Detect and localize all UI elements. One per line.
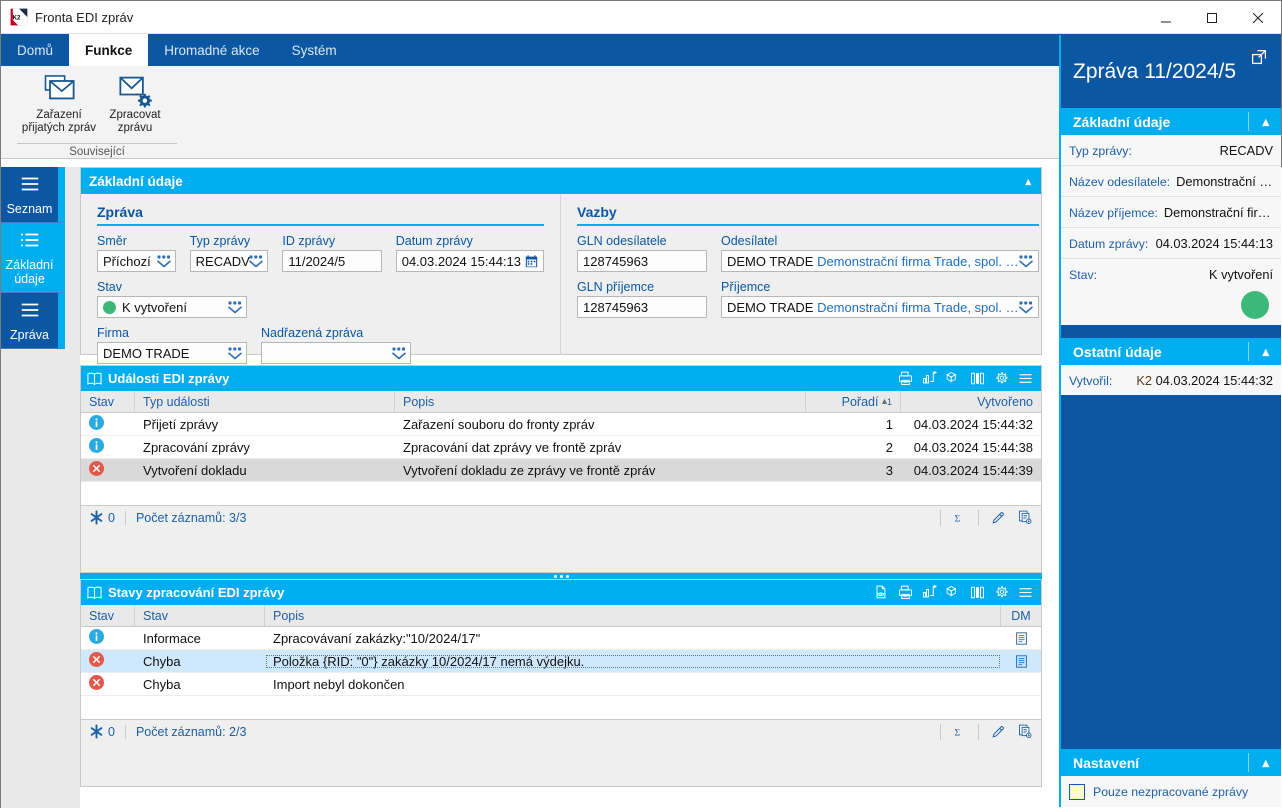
svg-text:Σ: Σ (955, 513, 961, 524)
svg-text:K2: K2 (13, 15, 21, 22)
svg-text:Σ: Σ (955, 727, 961, 738)
